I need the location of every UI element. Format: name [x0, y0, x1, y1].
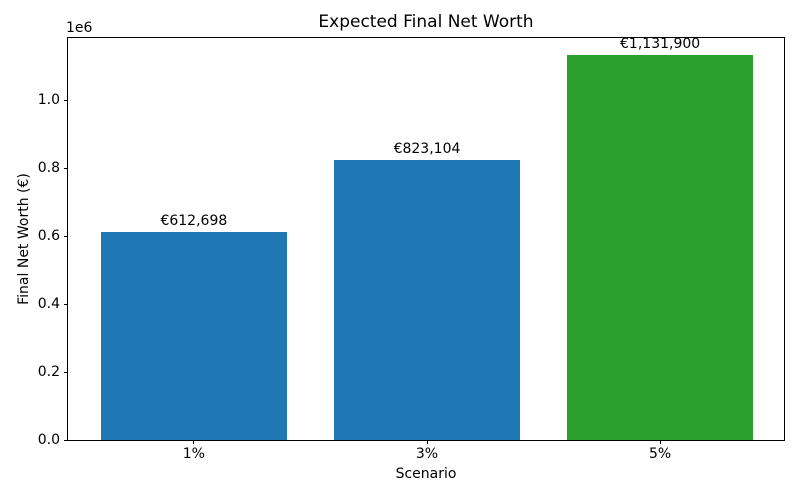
- bar: [100, 231, 288, 440]
- bar-value-label: €1,131,900: [620, 36, 701, 53]
- y-tick-label: 1.0: [37, 92, 60, 109]
- y-tick-label: 0.4: [37, 296, 60, 313]
- bar-value-label: €823,104: [393, 141, 461, 158]
- y-tick-mark: [64, 303, 68, 305]
- x-tick-label: 1%: [182, 446, 205, 462]
- y-tick-label: 0.0: [37, 432, 60, 448]
- chart-title: Expected Final Net Worth: [318, 12, 534, 32]
- y-tick-mark: [64, 235, 68, 237]
- x-tick-mark: [659, 440, 661, 444]
- y-axis-offset-text: 1e6: [66, 20, 93, 36]
- y-tick-label: 0.6: [37, 228, 60, 245]
- x-tick-label: 3%: [415, 446, 439, 462]
- bar: [566, 55, 754, 440]
- x-axis-label: Scenario: [395, 466, 457, 482]
- y-tick-mark: [64, 167, 68, 169]
- bar-value-label: €612,698: [160, 212, 228, 229]
- x-tick-label: 5%: [649, 446, 672, 462]
- y-tick-label: 0.8: [37, 160, 60, 177]
- y-tick-mark: [64, 371, 68, 373]
- y-tick-mark: [64, 99, 68, 101]
- y-tick-label: 0.2: [37, 364, 60, 381]
- y-axis-label: Final Net Worth (€): [16, 173, 32, 305]
- y-tick-mark: [64, 439, 68, 441]
- x-tick-mark: [426, 440, 428, 444]
- bar: [333, 160, 521, 440]
- x-tick-mark: [193, 440, 195, 444]
- plot-area: €612,698 1% €823,104 3% €1,131,900 5% 0.0 0.2 0.…: [38, 36, 785, 462]
